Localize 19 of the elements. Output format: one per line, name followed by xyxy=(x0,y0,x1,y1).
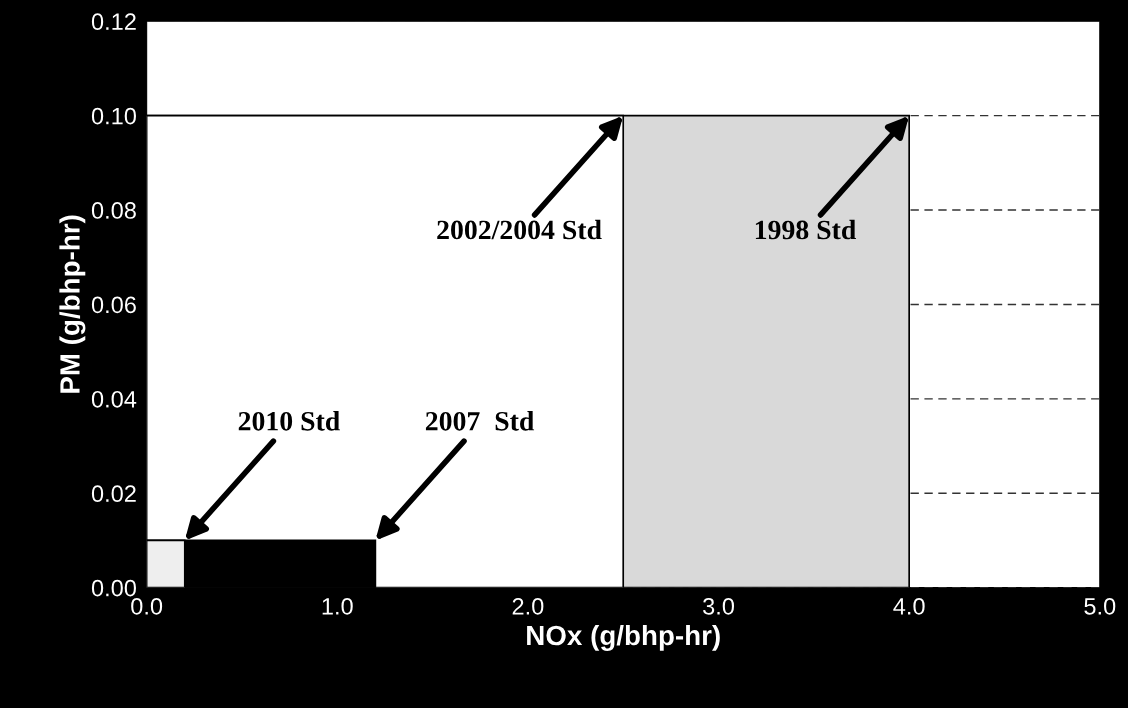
y-tick-label: 0.08 xyxy=(91,202,136,219)
x-tick-label: 4.0 xyxy=(893,597,925,615)
annotation: 1998 Std xyxy=(755,219,857,240)
y-tick-label: 0.00 xyxy=(91,579,136,597)
annotation: 2010 Std xyxy=(238,411,340,431)
x-tick-label: 1.0 xyxy=(322,597,353,615)
x-tick-label: 3.0 xyxy=(703,597,735,615)
y-tick-label: 0.06 xyxy=(91,296,136,314)
y-axis-title: PM (g/bhp-hr) xyxy=(59,215,86,393)
x-tick-label: 2.0 xyxy=(512,597,544,615)
annotation: 2007 Std xyxy=(425,411,535,431)
x-tick-label: 0.0 xyxy=(131,597,163,615)
x-axis-title: NOx (g/bhp-hr) xyxy=(527,624,720,651)
y-tick-label: 0.04 xyxy=(91,390,137,408)
y-tick-label: 0.02 xyxy=(91,485,136,503)
y-tick-label: 0.12 xyxy=(91,13,136,31)
x-tick-label: 5.0 xyxy=(1084,597,1116,615)
y-tick-label: 0.10 xyxy=(91,107,136,125)
annotation: 2002/2004 Std xyxy=(437,219,602,240)
